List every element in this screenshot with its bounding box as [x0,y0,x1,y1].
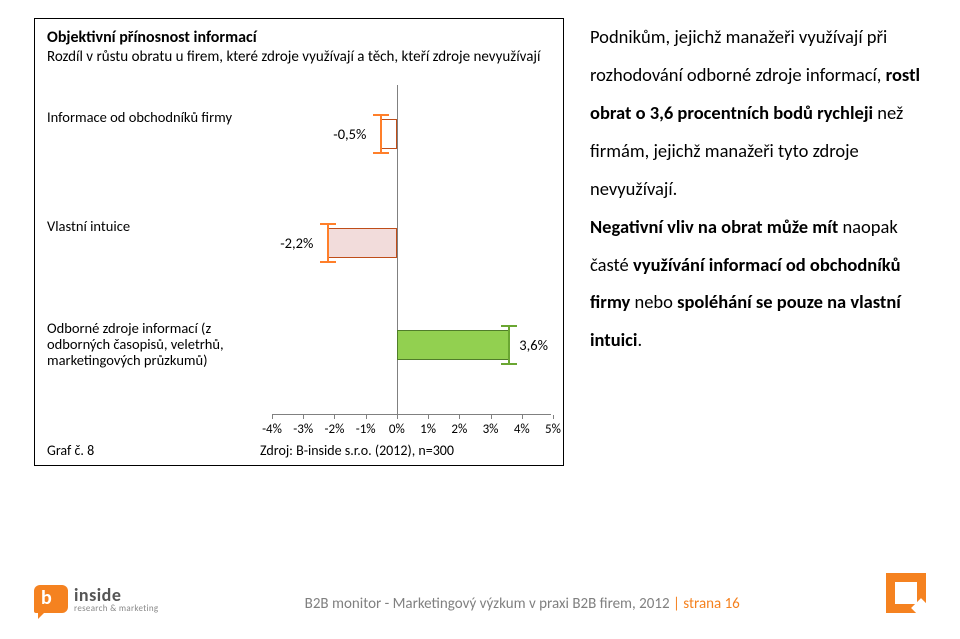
bar-value-label: -2,2% [280,234,313,252]
chart-plot-area: -4%-3%-2%-1%0%1%2%3%4%5%-0,5%-2,2%3,6% [272,85,551,415]
chart-source: Zdroj: B-inside s.r.o. (2012), n=300 [260,442,454,459]
footer-text: B2B monitor - Marketingový výzkum v prax… [305,595,740,613]
xtick-label: -3% [288,422,318,437]
xtick-label: 4% [507,422,537,437]
bar [397,330,509,360]
chart-caption: Graf č. 8 [47,442,94,459]
category-label: Odborné zdroje informací (z odborných ča… [47,321,266,369]
brand-bubble-icon: b [34,585,68,613]
brand-subtitle: research & marketing [74,604,158,613]
xtick-label: -4% [257,422,287,437]
xtick-label: 2% [444,422,474,437]
category-label: Informace od obchodníků firmy [47,110,266,126]
xtick-label: -1% [351,422,381,437]
footer-sep: | [670,595,684,613]
brand-text: inside research & marketing [74,586,158,613]
footer-grey-text: B2B monitor - Marketingový výzkum v prax… [305,595,670,613]
chart-subtitle: Rozdíl v růstu obratu u firem, které zdr… [47,49,551,66]
chart-container: Objektivní přínosnost informací Rozdíl v… [34,18,564,466]
footer-orange-text: strana 16 [683,595,740,613]
corner-square-icon [886,573,926,613]
bar [381,119,397,149]
bar [328,228,397,258]
chart-plot: Informace od obchodníků firmy Vlastní int… [47,85,551,415]
page-footer: b inside research & marketing B2B monito… [34,573,926,613]
xtick-label: 3% [476,422,506,437]
xtick-label: 5% [538,422,568,437]
bar-value-label: -0,5% [333,125,366,143]
body-text: Podnikům, jejichž manažeři využívají při… [590,18,926,359]
xtick-label: 0% [382,422,412,437]
body-column: Podnikům, jejichž manažeři využívají při… [590,18,926,466]
bar-value-label: 3,6% [519,336,548,354]
chart-ylabels: Informace od obchodníků firmy Vlastní int… [47,85,272,415]
brand-logo: b inside research & marketing [34,585,158,613]
xtick-label: -2% [319,422,349,437]
page: Objektivní přínosnost informací Rozdíl v… [0,0,960,639]
chart-column: Objektivní přínosnost informací Rozdíl v… [34,18,564,466]
brand-name: inside [74,586,158,604]
category-label: Vlastní intuice [47,219,266,235]
chart-title: Objektivní přínosnost informací [47,29,551,47]
xtick-label: 1% [413,422,443,437]
content-columns: Objektivní přínosnost informací Rozdíl v… [34,18,926,466]
